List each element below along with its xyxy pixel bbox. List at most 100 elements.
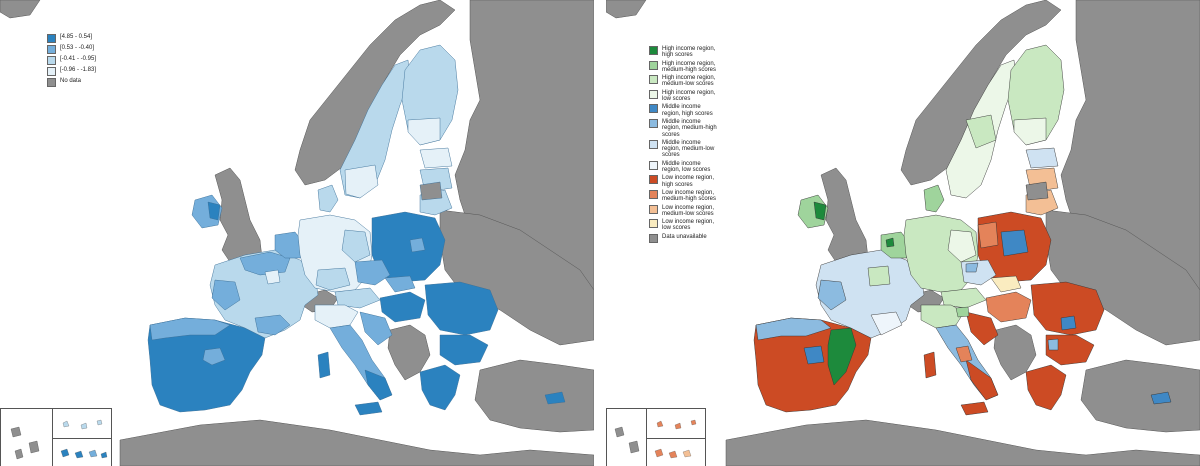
legend-swatch <box>47 34 56 43</box>
region-sofia <box>1047 338 1059 351</box>
region-ireland-east <box>813 201 827 221</box>
right-choropleth-map <box>606 0 1200 466</box>
region-sweden-south <box>344 164 379 199</box>
region-france-west <box>817 279 847 311</box>
region-finland-south <box>407 117 441 146</box>
legend-swatch <box>649 204 658 214</box>
right-map-panel: High income region, high scores High inco… <box>606 0 1200 466</box>
legend-swatch <box>649 160 658 170</box>
region-germany-east <box>341 229 371 263</box>
eu-regions <box>753 44 1172 416</box>
region-sicily <box>960 401 989 416</box>
region-romania <box>424 281 499 336</box>
legend-swatch <box>649 118 658 128</box>
right-map-legend: High income region, high scores High inco… <box>649 46 717 245</box>
legend-item: [-0.41 - -0.95] <box>47 56 96 65</box>
region-estonia <box>419 147 453 169</box>
legend-item: [-0.96 - -1.83] <box>47 67 96 76</box>
legend-label: Data unavailable <box>662 233 707 240</box>
legend-label: [4.85 - 0.54] <box>60 34 93 40</box>
region-sweden-mid <box>965 114 997 149</box>
legend-swatch <box>649 219 658 229</box>
inset-islands-1 <box>0 408 54 466</box>
legend-label: Middle income region, high scores <box>662 104 713 117</box>
legend-item: Middle income region, low scores <box>649 160 717 174</box>
legend-swatch <box>649 75 658 85</box>
legend-swatch <box>47 67 56 76</box>
region-iberia-north <box>755 317 832 341</box>
region-romania <box>1030 281 1105 336</box>
legend-label: High income region, high scores <box>662 46 716 59</box>
legend-item: High income region, low scores <box>649 89 717 103</box>
region-greece <box>1025 364 1067 411</box>
inset-islands-3 <box>646 438 706 466</box>
legend-item: No data <box>47 78 96 87</box>
legend-label: High income region, medium-high scores <box>662 60 717 73</box>
legend-label: Low income region, medium-high scores <box>662 189 717 203</box>
legend-swatch <box>649 139 658 149</box>
region-france-south <box>870 311 903 336</box>
region-iberia-ne <box>827 327 857 386</box>
legend-label: Low income region, high scores <box>662 175 715 188</box>
region-cyprus <box>544 391 566 405</box>
inset-islands-2 <box>646 408 706 440</box>
region-prague <box>965 262 979 273</box>
region-italy-north <box>314 304 359 329</box>
region-austria <box>334 287 381 309</box>
legend-swatch <box>649 60 658 70</box>
legend-swatch <box>47 45 56 54</box>
region-cyprus <box>1150 391 1172 405</box>
region-germany-east <box>947 229 977 263</box>
region-croatia <box>965 311 999 346</box>
region-paris <box>264 269 281 285</box>
legend-label: Middle income region, medium-high scores <box>662 118 717 138</box>
legend-item: Low income region, medium-high scores <box>649 189 717 203</box>
legend-item: [0.53 - -0.40] <box>47 45 96 54</box>
legend-item: Middle income region, medium-low scores <box>649 139 717 159</box>
background-land <box>0 0 594 466</box>
region-poland-west <box>977 221 999 249</box>
region-france-west <box>211 279 241 311</box>
region-slovakia <box>384 275 416 293</box>
region-bucharest <box>1060 315 1077 331</box>
legend-item: Low income region, medium-low scores <box>649 204 717 218</box>
region-finland-south <box>1013 117 1047 146</box>
region-hungary <box>379 291 426 323</box>
region-nodata-baltic <box>419 181 443 201</box>
eu-regions <box>147 44 566 416</box>
region-slovakia <box>990 275 1022 293</box>
legend-item: High income region, medium-high scores <box>649 60 717 74</box>
region-greece <box>419 364 461 411</box>
legend-label: Low income region, medium-low scores <box>662 204 715 217</box>
region-benelux-dark <box>885 237 895 248</box>
region-bulgaria <box>439 334 489 366</box>
region-italy-south <box>965 359 999 401</box>
left-choropleth-map <box>0 0 594 466</box>
legend-label: Middle income region, medium-low scores <box>662 139 715 159</box>
legend-label: [-0.96 - -1.83] <box>60 67 97 73</box>
region-ireland-east <box>207 201 221 221</box>
region-croatia <box>359 311 393 346</box>
background-land <box>606 0 1200 466</box>
region-hungary <box>985 291 1032 323</box>
region-warsaw <box>1000 229 1029 257</box>
region-denmark <box>317 184 339 213</box>
legend-label: High income region, low scores <box>662 89 716 103</box>
inset-islands-1 <box>606 408 648 466</box>
region-sardinia <box>923 351 937 379</box>
region-madrid <box>202 347 226 366</box>
legend-label: High income region, medium-low scores <box>662 75 716 88</box>
region-ireland <box>191 194 223 229</box>
region-austria <box>940 287 987 309</box>
legend-swatch <box>47 78 56 87</box>
region-madrid <box>803 345 825 365</box>
panel-divider <box>597 0 603 466</box>
legend-item: [4.85 - 0.54] <box>47 34 96 43</box>
inset-islands-3 <box>52 438 112 466</box>
legend-label: [0.53 - -0.40] <box>60 45 95 51</box>
legend-item: High income region, medium-low scores <box>649 75 717 88</box>
region-denmark <box>923 184 945 213</box>
region-benelux <box>880 231 912 259</box>
legend-swatch <box>649 233 658 243</box>
legend-item: Low income region, low scores <box>649 219 717 232</box>
